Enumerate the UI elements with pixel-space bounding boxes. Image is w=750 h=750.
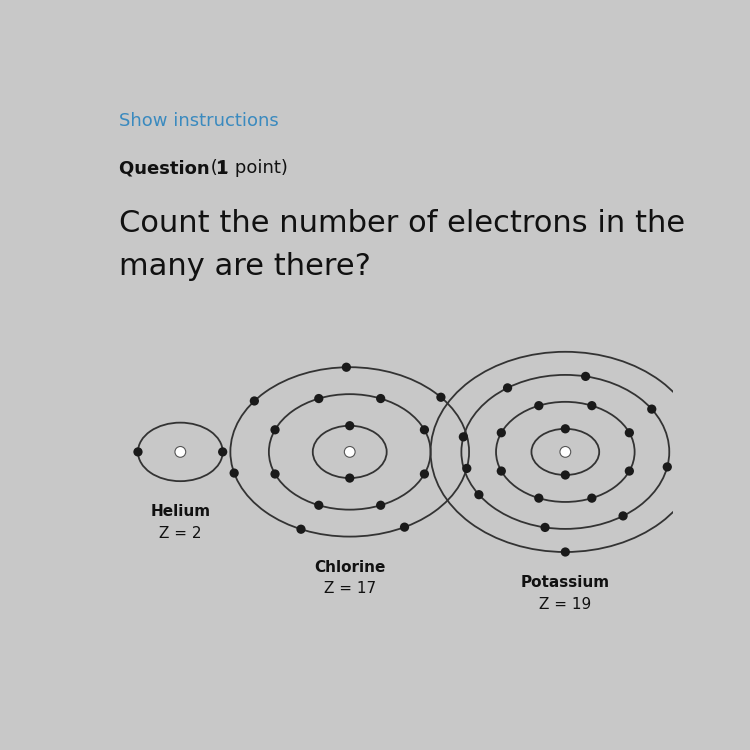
Circle shape — [462, 464, 472, 473]
Text: Chlorine: Chlorine — [314, 560, 386, 574]
Circle shape — [663, 462, 672, 472]
Circle shape — [534, 401, 544, 410]
Circle shape — [314, 394, 323, 404]
Circle shape — [271, 470, 280, 478]
Circle shape — [376, 501, 386, 510]
Text: Count the number of electrons in the: Count the number of electrons in the — [118, 209, 685, 238]
Circle shape — [561, 424, 570, 433]
Circle shape — [420, 425, 429, 434]
Circle shape — [420, 470, 429, 478]
Circle shape — [625, 466, 634, 476]
Circle shape — [344, 446, 355, 458]
Circle shape — [250, 396, 259, 406]
Text: Z = 2: Z = 2 — [159, 526, 202, 541]
Text: Potassium: Potassium — [520, 575, 610, 590]
Circle shape — [345, 421, 354, 430]
Circle shape — [625, 428, 634, 437]
Circle shape — [647, 404, 656, 414]
Circle shape — [587, 401, 596, 410]
Circle shape — [587, 494, 596, 502]
Text: Z = 19: Z = 19 — [539, 597, 592, 612]
Circle shape — [314, 501, 323, 510]
Circle shape — [376, 394, 386, 404]
Circle shape — [534, 494, 544, 502]
Circle shape — [436, 393, 445, 402]
Circle shape — [561, 470, 570, 479]
Circle shape — [342, 362, 351, 372]
Circle shape — [496, 466, 506, 476]
Circle shape — [271, 425, 280, 434]
Circle shape — [561, 548, 570, 556]
Circle shape — [230, 469, 238, 478]
Circle shape — [400, 523, 410, 532]
Circle shape — [503, 383, 512, 392]
Circle shape — [560, 446, 571, 458]
Circle shape — [541, 523, 550, 532]
Text: many are there?: many are there? — [118, 252, 370, 280]
Circle shape — [134, 447, 142, 457]
Circle shape — [296, 524, 305, 534]
Text: (1 point): (1 point) — [205, 159, 288, 177]
Circle shape — [474, 490, 484, 500]
Text: Z = 17: Z = 17 — [324, 581, 376, 596]
Circle shape — [619, 512, 628, 520]
Circle shape — [218, 447, 227, 457]
Text: Show instructions: Show instructions — [118, 112, 278, 130]
Circle shape — [345, 473, 354, 483]
Text: Question 1: Question 1 — [118, 159, 228, 177]
Circle shape — [175, 446, 186, 458]
Circle shape — [496, 428, 506, 437]
Text: Helium: Helium — [150, 504, 211, 519]
Circle shape — [459, 432, 468, 442]
Circle shape — [581, 372, 590, 381]
